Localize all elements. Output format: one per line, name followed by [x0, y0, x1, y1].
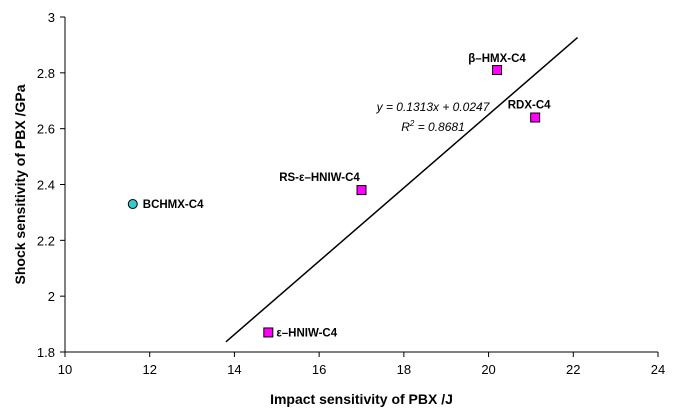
y-tick-label: 2.6 [37, 122, 55, 137]
y-tick-label: 1.8 [37, 345, 55, 360]
x-tick-label: 24 [651, 362, 665, 377]
y-tick-label: 2.4 [37, 178, 55, 193]
x-tick-label: 18 [397, 362, 411, 377]
point-label: ε–HNIW-C4 [276, 327, 337, 339]
x-tick-label: 10 [58, 362, 72, 377]
y-tick-label: 2 [48, 289, 55, 304]
fit-r-squared: R2 = 0.8681 [401, 119, 465, 134]
r2-exponent: 2 [409, 119, 415, 128]
x-tick-label: 16 [312, 362, 326, 377]
point-label: β–HMX-C4 [468, 53, 526, 65]
x-ticks: 10 12 14 16 18 20 22 24 [58, 352, 665, 377]
axes [64, 17, 658, 353]
x-axis-title: Impact sensitivity of PBX /J [270, 391, 453, 407]
trend-line [225, 36, 579, 343]
y-tick-label: 2.8 [37, 66, 55, 81]
data-points [127, 65, 541, 338]
point-label: RS-ε–HNIW-C4 [279, 172, 360, 184]
data-point [263, 327, 274, 338]
y-ticks: 1.8 2 2.2 2.4 2.6 2.8 3 [37, 10, 65, 360]
data-point [127, 199, 138, 210]
point-label: BCHMX-C4 [143, 199, 204, 211]
data-point [492, 65, 503, 76]
x-tick-label: 22 [566, 362, 580, 377]
fit-equation: y = 0.1313x + 0.0247 [376, 100, 491, 114]
x-tick-label: 12 [142, 362, 156, 377]
point-labels: β–HMX-C4 RDX-C4 RS-ε–HNIW-C4 ε–HNIW-C4 BCHMX… [143, 53, 551, 339]
r2-prefix: R [401, 120, 410, 134]
data-point [356, 185, 367, 196]
y-tick-label: 2.2 [37, 233, 55, 248]
y-axis-title: Shock sensitivity of PBX /GPa [12, 84, 28, 284]
y-tick-label: 3 [48, 10, 55, 25]
data-point [530, 112, 541, 123]
x-tick-label: 14 [227, 362, 241, 377]
x-tick-label: 20 [481, 362, 495, 377]
r2-value: = 0.8681 [414, 120, 464, 134]
point-label: RDX-C4 [508, 100, 551, 112]
